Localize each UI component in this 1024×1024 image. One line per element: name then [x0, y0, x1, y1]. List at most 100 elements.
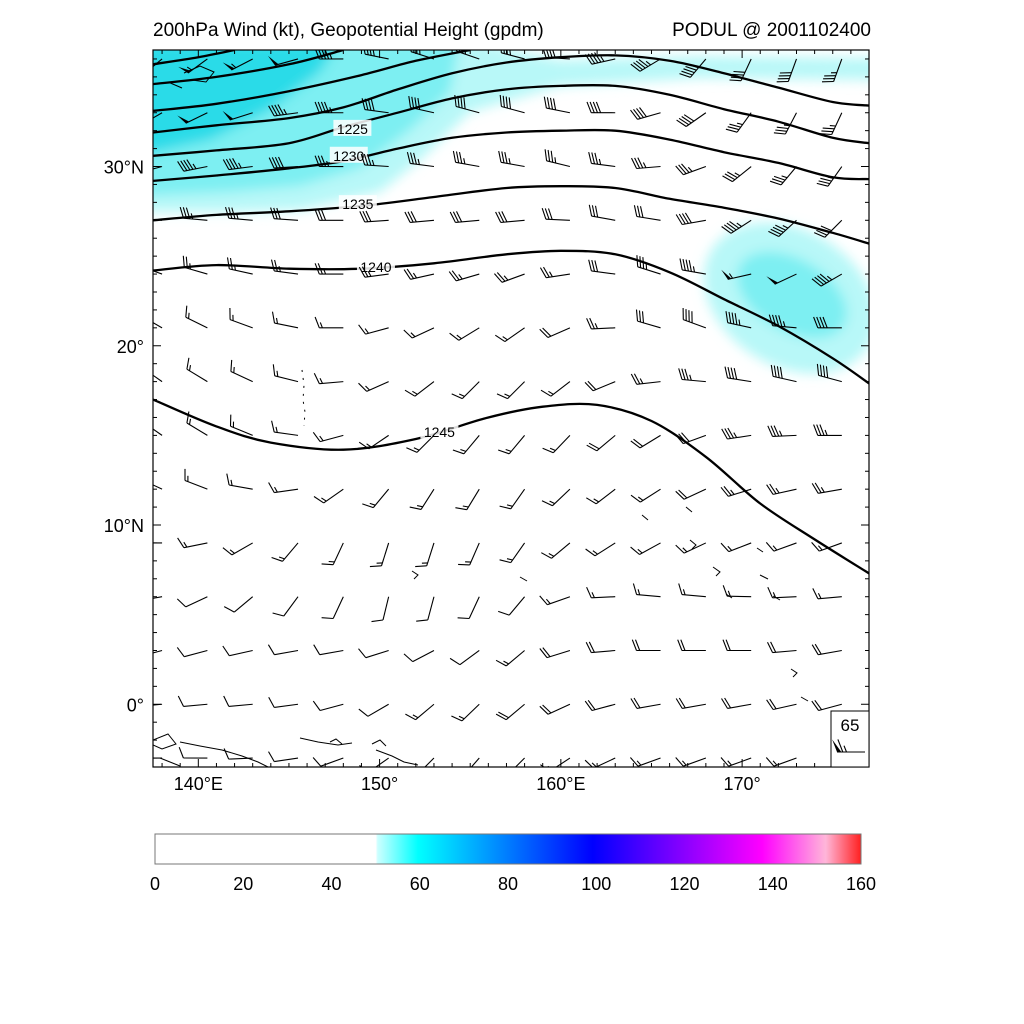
wind-barb [313, 373, 344, 385]
wind-barb [226, 257, 253, 275]
wind-barb [454, 94, 480, 114]
wind-barb [675, 432, 707, 445]
contour-label: 1235 [342, 196, 373, 212]
colorbar-labels: 0 20 40 60 80 100 120 140 160 [150, 874, 876, 894]
map-axes: 140°E 150° 160°E 170° 30°N 20° 10°N 0° [104, 50, 870, 794]
wind-barb [403, 327, 435, 339]
colorbar-tick-label: 120 [669, 874, 699, 894]
wind-barb [682, 307, 707, 329]
wind-barb [404, 211, 435, 223]
wind-barb [272, 596, 299, 617]
contour-label-bg [356, 257, 395, 274]
wind-barb [449, 650, 480, 666]
wind-barb [495, 211, 525, 223]
wind-barb [767, 641, 797, 654]
wind-barb [408, 96, 435, 114]
wind-barb [153, 165, 163, 170]
wind-barb [153, 649, 163, 654]
contour-label: 1240 [360, 259, 391, 275]
wind-barb [675, 212, 706, 226]
wind-barb [633, 205, 661, 221]
wind-barb [416, 596, 435, 622]
wind-barb [495, 650, 525, 667]
wind-barb [635, 309, 661, 329]
wind-barb [539, 703, 571, 715]
wind-barb [223, 748, 253, 760]
lat-tick-label: 0° [127, 695, 144, 715]
wind-barb [499, 94, 525, 114]
wind-barb [813, 316, 842, 329]
wind-barb [765, 757, 797, 767]
wind-barb [451, 703, 480, 722]
wind-barb [371, 596, 390, 623]
wind-barb [765, 542, 797, 552]
wind-barb [369, 542, 390, 568]
wind-barb [494, 327, 525, 343]
wind-barb [452, 435, 480, 455]
wind-barb [768, 314, 797, 329]
wind-barb [314, 155, 344, 168]
wind-barb [272, 364, 299, 383]
wind-barb [314, 263, 344, 275]
colorbar-tick-label: 20 [233, 874, 253, 894]
wind-barb [725, 311, 752, 329]
wind-barb [458, 542, 480, 566]
colorbar-tick-label: 60 [410, 874, 430, 894]
wind-barb [816, 363, 842, 383]
wind-barb [820, 112, 843, 136]
wind-barb [679, 258, 706, 275]
wind-barb [229, 307, 253, 329]
wind-barb [721, 427, 752, 440]
wind-barb [177, 159, 208, 172]
wind-barb [153, 321, 163, 329]
wind-barb [499, 542, 526, 564]
wind-barb [226, 473, 253, 490]
wind-barb [403, 268, 435, 280]
wind-barb [153, 58, 163, 68]
wind-barb [769, 166, 797, 186]
colorbar-tick-label: 160 [846, 874, 876, 894]
wind-barb [811, 482, 842, 494]
wind-barb [449, 211, 480, 223]
wind-barb [541, 488, 571, 507]
wind-barb [679, 58, 707, 78]
wind-barb [271, 311, 299, 329]
wind-barb [676, 112, 707, 127]
wind-barb [586, 488, 616, 505]
wind-barb [177, 112, 208, 124]
colorbar-tick-label: 80 [498, 874, 518, 894]
wind-barb [313, 488, 344, 504]
wind-barb [179, 206, 208, 221]
wind-barb [230, 359, 253, 383]
wind-barb [321, 542, 344, 566]
lat-tick-label: 20° [117, 337, 144, 357]
wind-barb [229, 414, 253, 436]
colorbar: 0 20 40 60 80 100 120 140 160 [150, 833, 876, 894]
wind-barb [588, 259, 616, 275]
wind-barb [540, 757, 571, 767]
wind-barb [406, 434, 435, 453]
wind-barb [722, 166, 752, 183]
wind-barb [498, 150, 525, 168]
wind-barb [222, 58, 253, 71]
contour-1225 [153, 83, 869, 157]
wind-barb [268, 156, 299, 169]
wind-barb [539, 266, 570, 279]
wind-barb [177, 537, 208, 549]
wind-barb [543, 96, 571, 114]
contour-1220 [153, 54, 869, 134]
wind-barb [721, 269, 752, 280]
wind-barb [415, 542, 435, 568]
wind-barb [813, 219, 843, 238]
wind-barb [630, 373, 661, 385]
wind-barb [722, 639, 752, 652]
contour-label-bg [338, 195, 377, 212]
wind-barb [773, 112, 797, 135]
wind-barb [359, 757, 389, 767]
wind-barb [766, 698, 797, 711]
lat-tick-label: 10°N [104, 516, 144, 536]
wind-barb [541, 208, 570, 221]
wind-barb [811, 273, 843, 287]
wind-barb [630, 107, 661, 120]
wind-barb [725, 112, 752, 133]
